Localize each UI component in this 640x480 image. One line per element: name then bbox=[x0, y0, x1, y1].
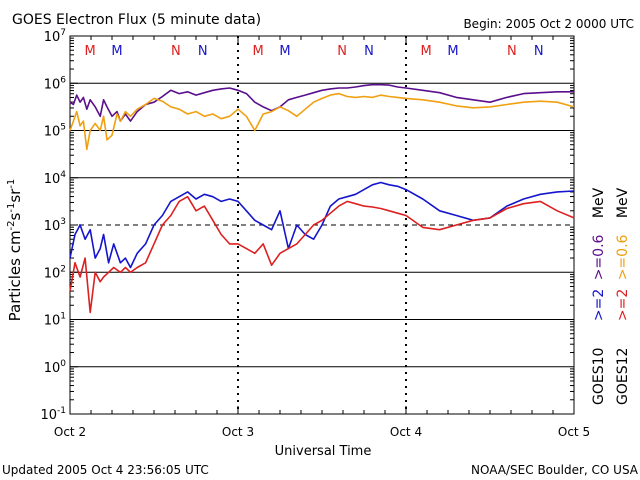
credit-label: NOAA/SEC Boulder, CO USA bbox=[471, 463, 639, 477]
legend-goes10: GOES10 >=2 >=0.6 MeV bbox=[591, 187, 607, 405]
marker-N: N bbox=[364, 44, 374, 59]
marker-N: N bbox=[171, 44, 181, 59]
x-tick-layer: Oct 2 Oct 3 Oct 4 Oct 5 bbox=[54, 36, 590, 439]
x-tick-label: Oct 4 bbox=[390, 425, 422, 439]
marker-N: N bbox=[337, 44, 347, 59]
x-tick-label: Oct 5 bbox=[558, 425, 590, 439]
marker-M: M bbox=[279, 44, 290, 59]
x-axis-label: Universal Time bbox=[275, 444, 372, 459]
chart-title: GOES Electron Flux (5 minute data) bbox=[12, 12, 261, 28]
marker-N: N bbox=[198, 44, 208, 59]
legend-goes10-unit: MeV bbox=[591, 187, 607, 218]
y-tick-label: 103 bbox=[44, 217, 66, 234]
y-tick-label: 101 bbox=[44, 312, 66, 329]
marker-M: M bbox=[111, 44, 122, 59]
legend-goes10-sat: GOES10 bbox=[591, 348, 607, 405]
marker-M: M bbox=[447, 44, 458, 59]
y-tick-layer: 107 106 105 104 103 102 101 100 10-1 bbox=[40, 28, 574, 423]
x-tick-label: Oct 2 bbox=[54, 425, 86, 439]
series-line-2 bbox=[69, 181, 575, 269]
begin-label: Begin: 2005 Oct 2 0000 UTC bbox=[463, 17, 634, 31]
updated-timestamp: Updated 2005 Oct 4 23:56:05 UTC bbox=[2, 463, 209, 477]
y-axis-label: Particles cm-2s-1sr-1 bbox=[6, 179, 24, 322]
y-tick-label: 102 bbox=[44, 264, 66, 281]
y-tick-label: 107 bbox=[44, 28, 66, 45]
legend-goes12-sat: GOES12 bbox=[615, 348, 631, 405]
y-tick-label: 104 bbox=[44, 170, 67, 187]
series-layer bbox=[69, 83, 575, 314]
marker-N: N bbox=[507, 44, 517, 59]
y-tick-label: 105 bbox=[44, 123, 66, 140]
series-line-3 bbox=[69, 195, 575, 314]
y-tick-label: 10-1 bbox=[40, 406, 66, 423]
marker-M: M bbox=[253, 44, 264, 59]
legend-goes12: GOES12 >=2 >=0.6 MeV bbox=[615, 187, 631, 405]
legend-goes12-ge2: >=2 bbox=[615, 289, 631, 321]
marker-M: M bbox=[85, 44, 96, 59]
legend-goes10-ge06: >=0.6 bbox=[591, 234, 607, 280]
series-line-1 bbox=[69, 92, 575, 151]
svg-text:GOES10 >=2 >=0.6: GOES10 >=2 >=0.6 MeV bbox=[591, 187, 607, 405]
marker-N: N bbox=[534, 44, 544, 59]
grid-layer bbox=[70, 82, 574, 368]
y-tick-label: 100 bbox=[44, 359, 67, 376]
series-line-0 bbox=[69, 83, 574, 122]
legend-goes12-ge06: >=0.6 bbox=[615, 234, 631, 280]
y-tick-label: 106 bbox=[44, 75, 67, 92]
svg-text:GOES12 >=2 >=0.6: GOES12 >=2 >=0.6 MeV bbox=[615, 187, 631, 405]
marker-M: M bbox=[421, 44, 432, 59]
x-tick-label: Oct 3 bbox=[222, 425, 254, 439]
legend-goes12-unit: MeV bbox=[615, 187, 631, 218]
legend-goes10-ge2: >=2 bbox=[591, 289, 607, 321]
